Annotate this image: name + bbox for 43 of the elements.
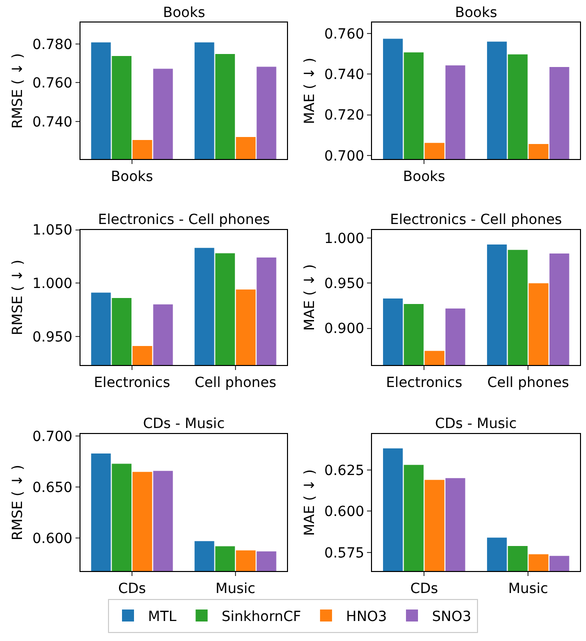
chart-title: Electronics - Cell phones [98,212,270,228]
y-tick-label: 0.700 [324,148,364,164]
y-tick-label: 0.760 [32,76,72,92]
x-tick-label: Cell phones [487,374,569,391]
x-tick-label: Electronics [386,374,462,391]
y-axis-title: RMSE ( ↓ ) [10,260,26,336]
y-tick-label: 0.600 [32,531,72,548]
y-tick-label: 0.760 [324,26,364,42]
y-tick-label: 0.900 [324,321,364,338]
y-tick-label: 0.950 [324,276,364,292]
x-tick-label: Music [508,581,548,598]
y-tick-label: 0.720 [324,108,364,124]
chart-title: Electronics - Cell phones [390,212,562,228]
y-tick-label: 0.740 [32,114,72,130]
chart-title: Books [455,5,498,21]
y-tick-label: 1.050 [32,222,72,239]
x-tick-label: CDs [410,581,438,598]
y-tick-label: 0.950 [32,329,72,346]
y-axis-title: MAE ( ↓ ) [302,264,318,331]
legend-label: SNO3 [432,608,472,625]
y-tick-label: 0.625 [324,462,364,479]
y-tick-label: 0.780 [32,36,72,53]
legend-label: SinkhornCF [222,608,302,625]
y-axis-title: RMSE ( ↓ ) [10,53,26,129]
y-tick-label: 0.650 [32,480,72,496]
y-tick-label: 0.700 [32,429,72,446]
x-tick-label: Electronics [94,374,170,391]
y-axis-title: MAE ( ↓ ) [302,469,318,536]
y-axis-title: RMSE ( ↓ ) [10,464,26,540]
x-tick-label: CDs [118,581,146,598]
y-tick-label: 0.600 [324,504,364,520]
chart-title: CDs - Music [435,416,517,432]
legend-label: MTL [148,608,177,625]
legend-label: HNO3 [346,608,387,625]
y-tick-label: 0.740 [324,67,364,84]
chart-title: Books [163,5,206,21]
y-tick-label: 1.000 [32,276,72,292]
y-tick-label: 1.000 [324,231,364,248]
chart-title: CDs - Music [143,416,225,432]
y-axis-title: MAE ( ↓ ) [302,58,318,124]
x-tick-label: Music [216,581,256,598]
x-tick-label: Cell phones [194,374,276,391]
y-tick-label: 0.575 [324,545,364,562]
